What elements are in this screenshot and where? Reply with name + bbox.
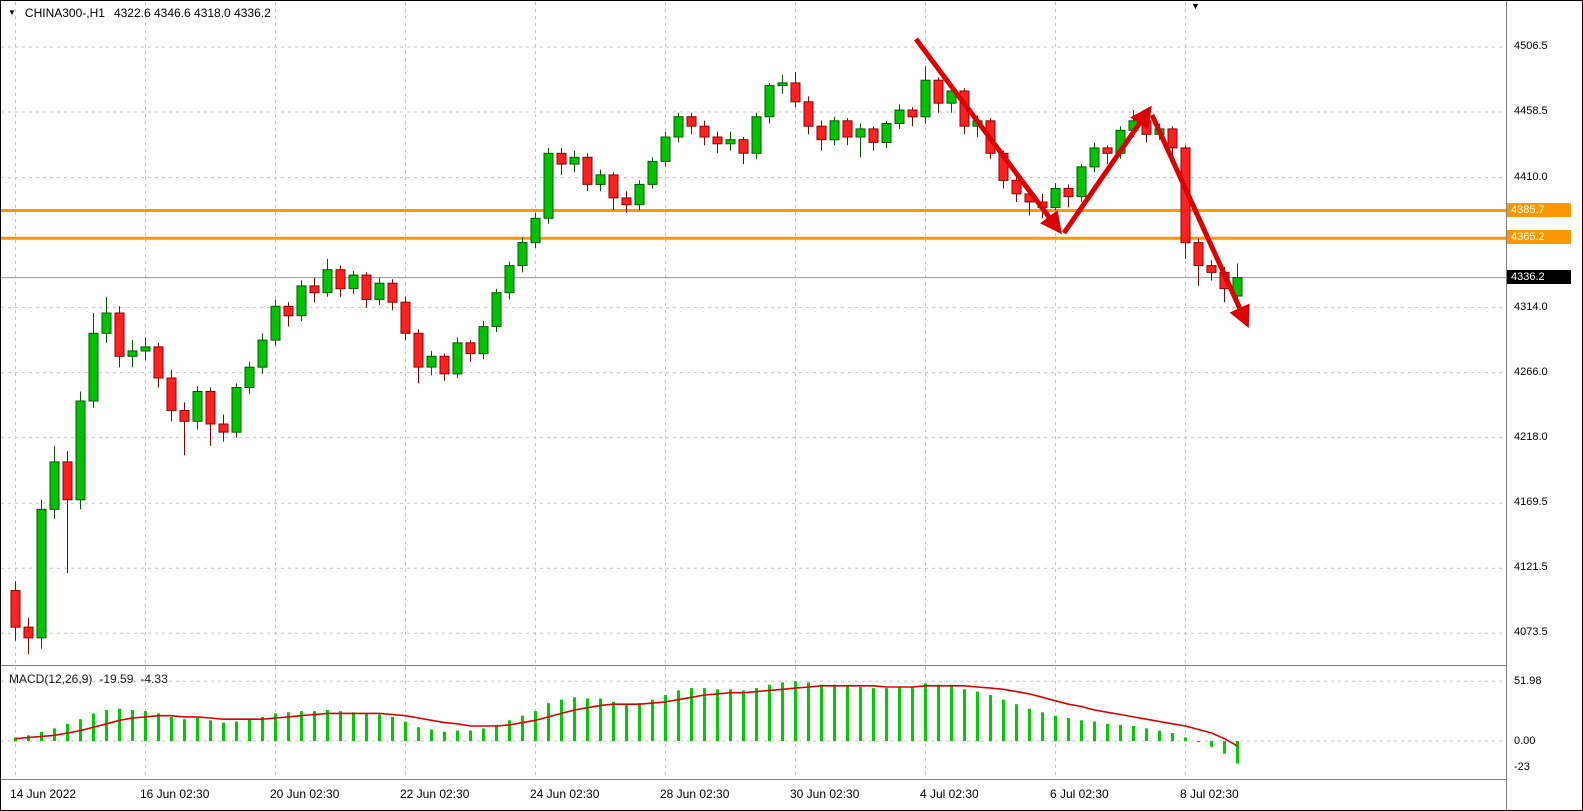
pane-splitter[interactable] xyxy=(1,665,1506,666)
price-tick-label: 4121.5 xyxy=(1514,561,1548,573)
macd-signal-value: -4.33 xyxy=(140,672,168,686)
macd-name: MACD(12,26,9) xyxy=(9,672,93,686)
chart-header: ▼ CHINA300-,H1 4322.6 4346.6 4318.0 4336… xyxy=(8,6,271,20)
price-tick-label: 4314.0 xyxy=(1514,301,1548,313)
trend-arrows-annotation[interactable] xyxy=(913,37,1250,329)
chart-shift-marker-icon[interactable]: ▼ xyxy=(1191,1,1200,11)
time-tick-label: 28 Jun 02:30 xyxy=(660,787,730,801)
price-tick-label: 4266.0 xyxy=(1514,366,1548,378)
price-tick-label: 4169.5 xyxy=(1514,496,1548,508)
ohlc-values: 4322.6 4346.6 4318.0 4336.2 xyxy=(113,6,271,20)
price-tick-label: 4218.0 xyxy=(1514,431,1548,443)
current-price-tag: 4336.2 xyxy=(1507,270,1571,284)
price-level-tag: 4365.2 xyxy=(1507,230,1571,244)
price-chart[interactable] xyxy=(1,2,1506,664)
time-tick-label: 8 Jul 02:30 xyxy=(1180,787,1239,801)
time-tick-label: 20 Jun 02:30 xyxy=(270,787,340,801)
macd-main-value: -19.59 xyxy=(99,672,134,686)
macd-tick-label: -23 xyxy=(1514,761,1530,773)
macd-pane[interactable] xyxy=(1,667,1506,779)
price-level-tag: 4385.7 xyxy=(1507,203,1571,217)
price-tick-label: 4410.0 xyxy=(1514,171,1548,183)
time-tick-label: 30 Jun 02:30 xyxy=(790,787,860,801)
macd-indicator-label: MACD(12,26,9) -19.59 -4.33 xyxy=(9,672,168,686)
time-tick-label: 24 Jun 02:30 xyxy=(530,787,600,801)
time-tick-label: 14 Jun 2022 xyxy=(10,787,77,801)
expand-panel-icon[interactable]: ▼ xyxy=(8,8,16,17)
chart-background xyxy=(1,2,1506,664)
macd-tick-label: 51.98 xyxy=(1514,675,1542,687)
macd-background xyxy=(1,667,1506,779)
candles-layer xyxy=(10,66,1243,655)
time-tick-label: 6 Jul 02:30 xyxy=(1050,787,1109,801)
time-tick-label: 4 Jul 02:30 xyxy=(920,787,979,801)
price-tick-label: 4458.5 xyxy=(1514,105,1548,117)
symbol-timeframe-label: CHINA300-,H1 xyxy=(24,6,105,20)
time-axis[interactable]: 14 Jun 2022 16 Jun 02:30 20 Jun 02:30 22 Ju… xyxy=(1,779,1506,810)
price-tick-label: 4506.5 xyxy=(1514,40,1548,52)
price-axis[interactable]: 4506.5 4458.5 4410.0 4314.0 4266.0 4218.0 4169… xyxy=(1506,1,1582,810)
price-tick-label: 4073.5 xyxy=(1514,626,1548,638)
macd-tick-label: 0.00 xyxy=(1514,735,1536,747)
macd-histogram xyxy=(14,681,1239,764)
horizontal-level-lines[interactable] xyxy=(1,209,1506,240)
time-tick-label: 22 Jun 02:30 xyxy=(400,787,470,801)
time-tick-label: 16 Jun 02:30 xyxy=(140,787,210,801)
macd-signal-line xyxy=(15,684,1238,747)
